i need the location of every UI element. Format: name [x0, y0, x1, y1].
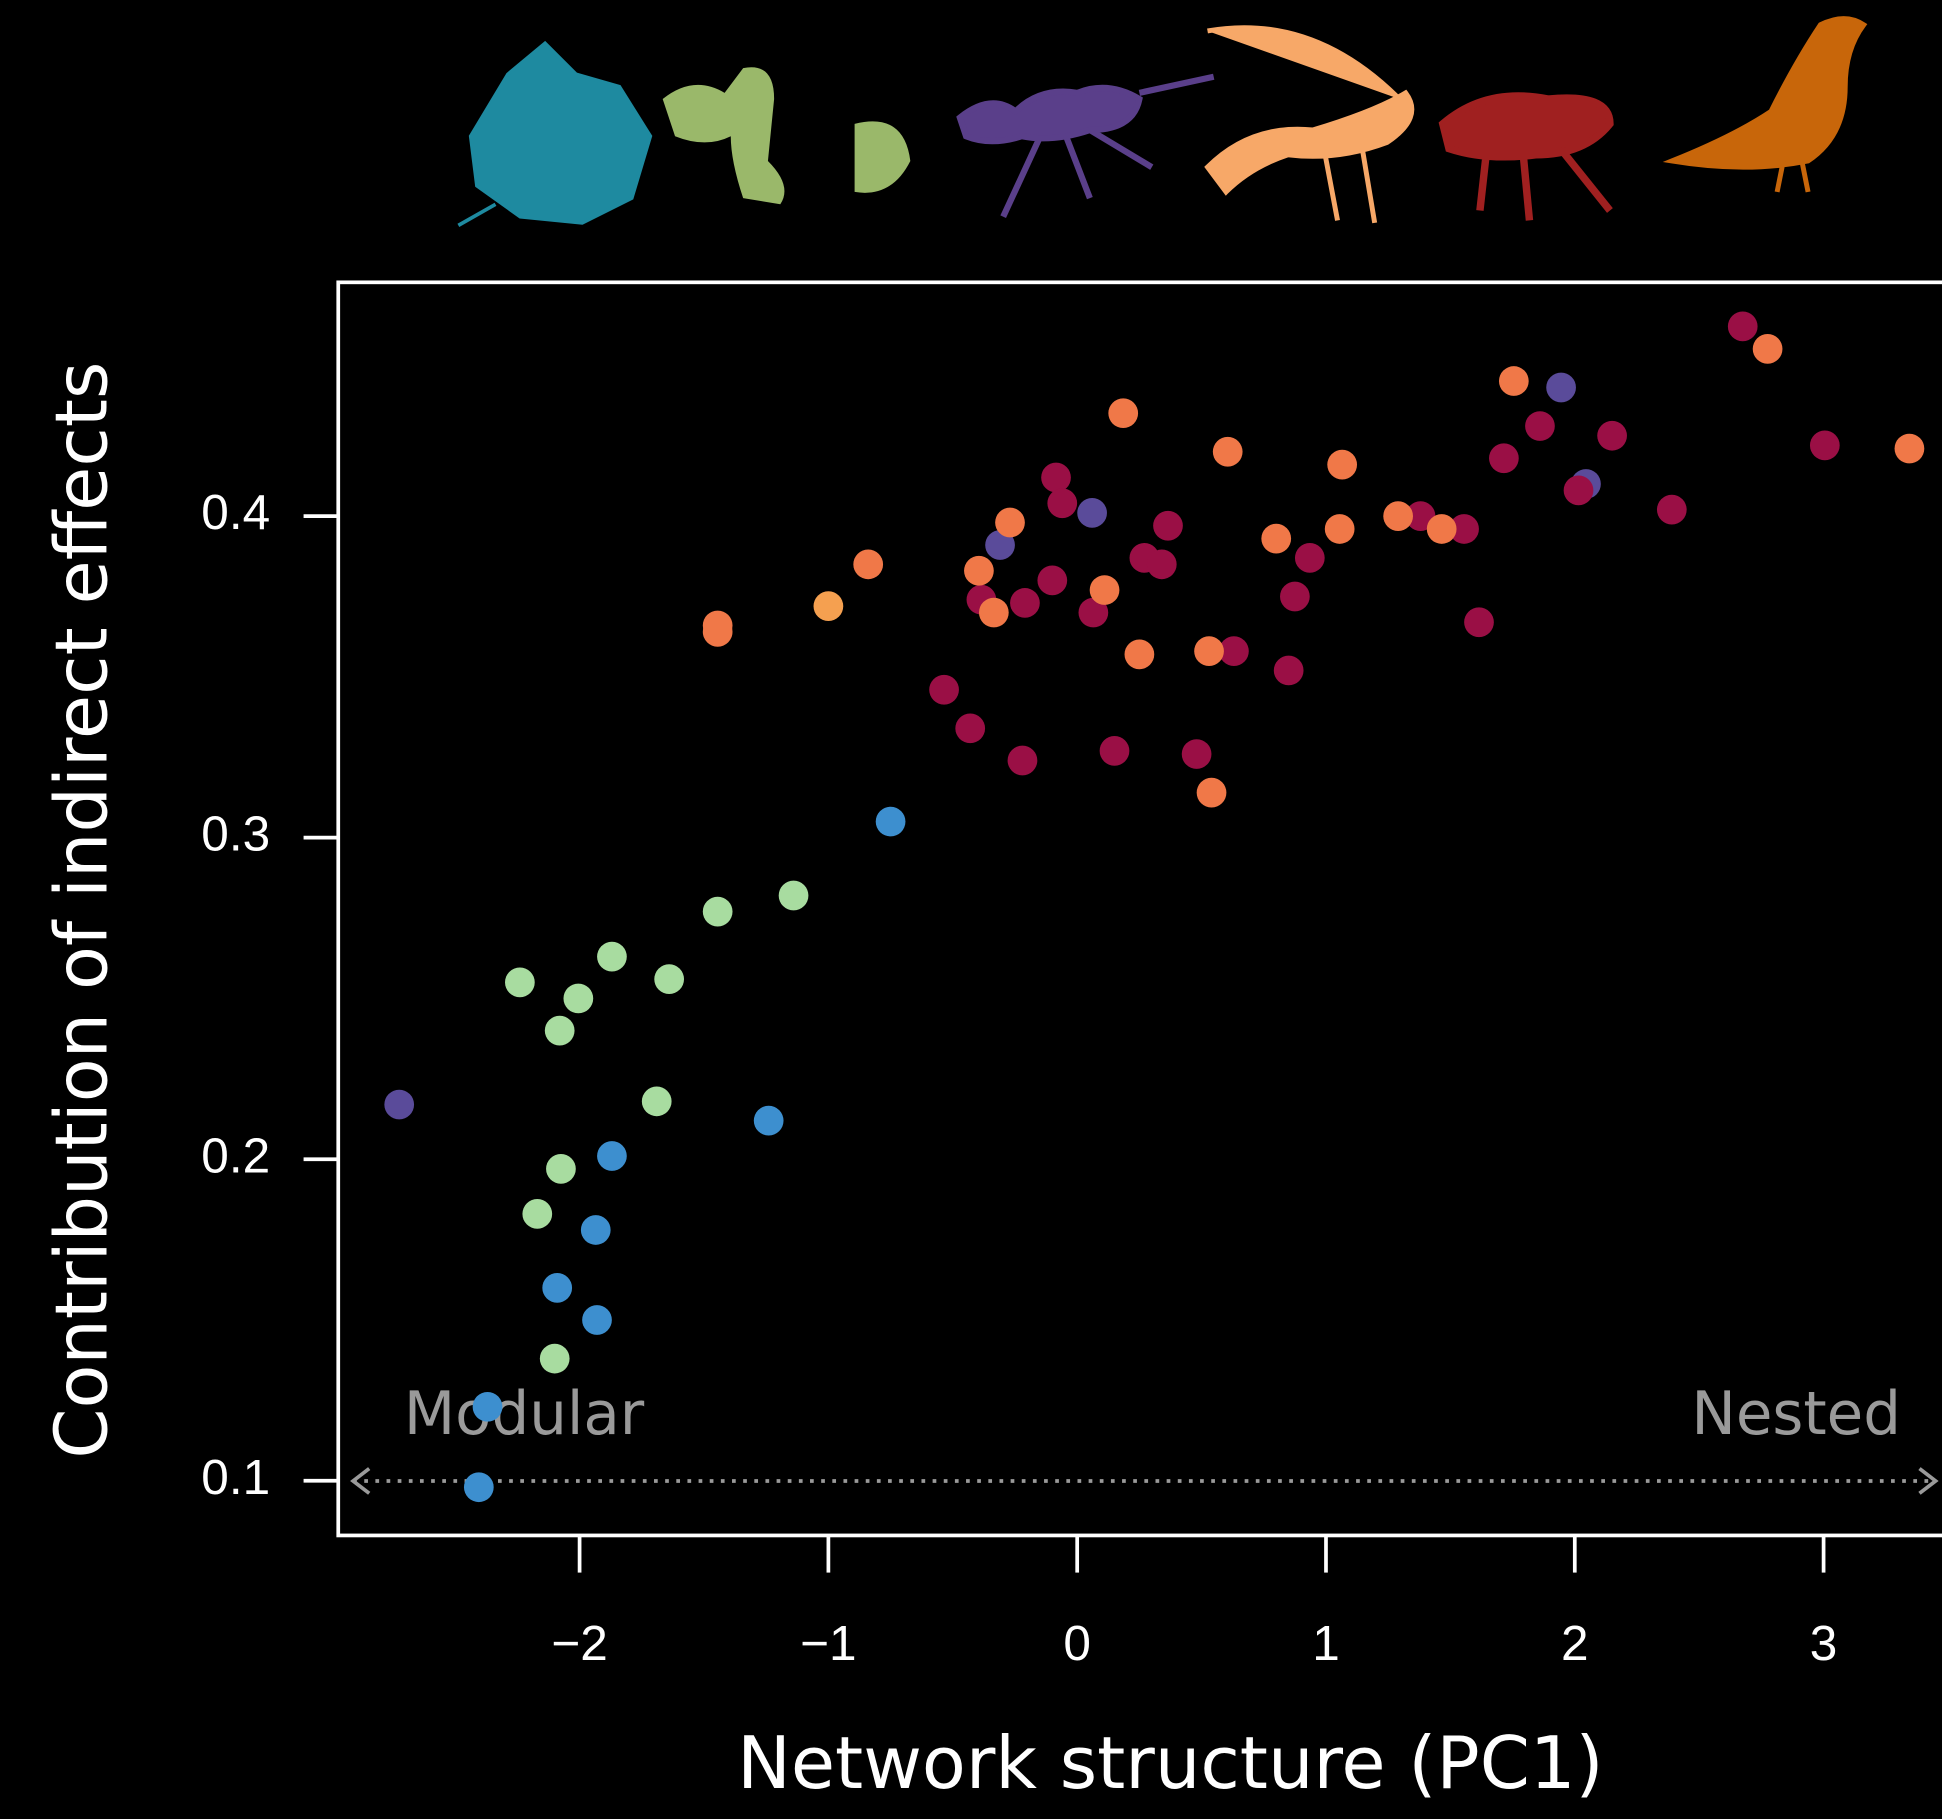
point	[1597, 420, 1627, 451]
point	[582, 1305, 612, 1335]
y-tick-label: 0.3	[201, 807, 270, 862]
point	[544, 1015, 575, 1046]
fish-icon	[662, 67, 911, 205]
point	[1498, 366, 1529, 396]
point	[563, 983, 594, 1014]
point	[1212, 436, 1243, 467]
point	[597, 1141, 627, 1171]
point	[1280, 581, 1310, 612]
y-tick-label: 0.4	[201, 485, 270, 540]
plot-frame	[336, 280, 1942, 1538]
point	[1007, 745, 1038, 776]
point	[813, 591, 844, 621]
shrimp-icon	[1204, 25, 1415, 224]
point	[1194, 636, 1224, 667]
point	[1489, 443, 1519, 474]
point	[641, 1086, 672, 1117]
x-tick-label: 1	[1312, 1616, 1340, 1671]
point	[1181, 739, 1212, 769]
y-tick-label: 0.2	[201, 1128, 270, 1183]
point	[1449, 514, 1479, 544]
point	[985, 530, 1015, 560]
point	[1047, 488, 1078, 519]
point	[1656, 494, 1687, 525]
point	[1108, 398, 1139, 429]
point	[1037, 565, 1068, 596]
point	[753, 1105, 784, 1136]
point	[702, 896, 733, 927]
point	[522, 1199, 553, 1229]
point	[1809, 430, 1840, 461]
point	[1327, 449, 1358, 480]
point	[1383, 501, 1413, 531]
point	[778, 880, 809, 911]
ant-icon	[956, 73, 1215, 218]
point	[853, 549, 884, 580]
point	[1464, 607, 1494, 638]
point	[1010, 588, 1040, 618]
bird-icon	[1662, 16, 1868, 193]
point	[1078, 597, 1109, 628]
x-tick-label: −2	[551, 1616, 607, 1671]
point	[1426, 514, 1457, 544]
point	[1219, 636, 1249, 667]
point	[1153, 510, 1183, 541]
y-tick-label: 0.1	[201, 1450, 270, 1505]
point	[546, 1154, 576, 1184]
x-tick-label: 0	[1063, 1616, 1091, 1671]
x-tick-label: −1	[800, 1616, 856, 1671]
point	[1324, 514, 1355, 544]
point	[463, 1472, 494, 1503]
point	[1563, 475, 1594, 506]
point	[929, 674, 959, 705]
point	[1727, 311, 1758, 342]
point	[1273, 655, 1304, 686]
point	[1894, 433, 1925, 464]
x-axis-label: Network structure (PC1)	[737, 1721, 1603, 1805]
annotation: Nested	[1691, 1380, 1901, 1449]
point	[539, 1343, 570, 1374]
point	[978, 597, 1009, 628]
point	[542, 1272, 573, 1303]
silhouettes	[457, 16, 1868, 227]
point	[597, 941, 627, 972]
point	[955, 713, 986, 744]
point	[1124, 639, 1155, 670]
point	[1546, 372, 1576, 403]
point	[1146, 549, 1177, 580]
point	[654, 964, 685, 995]
point	[702, 610, 733, 641]
point	[995, 507, 1025, 538]
point	[1077, 498, 1107, 528]
point	[1089, 575, 1120, 605]
bee-icon	[1438, 92, 1614, 221]
point	[1041, 462, 1071, 493]
leaf-icon	[457, 40, 653, 227]
point	[1261, 523, 1292, 554]
point	[1099, 735, 1130, 766]
point	[1525, 411, 1555, 441]
point	[1196, 777, 1227, 808]
point	[384, 1089, 415, 1120]
annotation: Modular	[404, 1380, 645, 1449]
point	[580, 1215, 611, 1245]
arrow-heads	[350, 1467, 1939, 1495]
point	[472, 1391, 503, 1422]
y-axis-label: Contribution of indirect effects	[39, 362, 123, 1459]
x-tick-label: 3	[1810, 1616, 1838, 1671]
point	[964, 555, 994, 586]
point	[1294, 543, 1325, 573]
x-tick-label: 2	[1561, 1616, 1589, 1671]
point	[1752, 334, 1783, 364]
point	[875, 806, 906, 837]
point	[505, 967, 535, 998]
